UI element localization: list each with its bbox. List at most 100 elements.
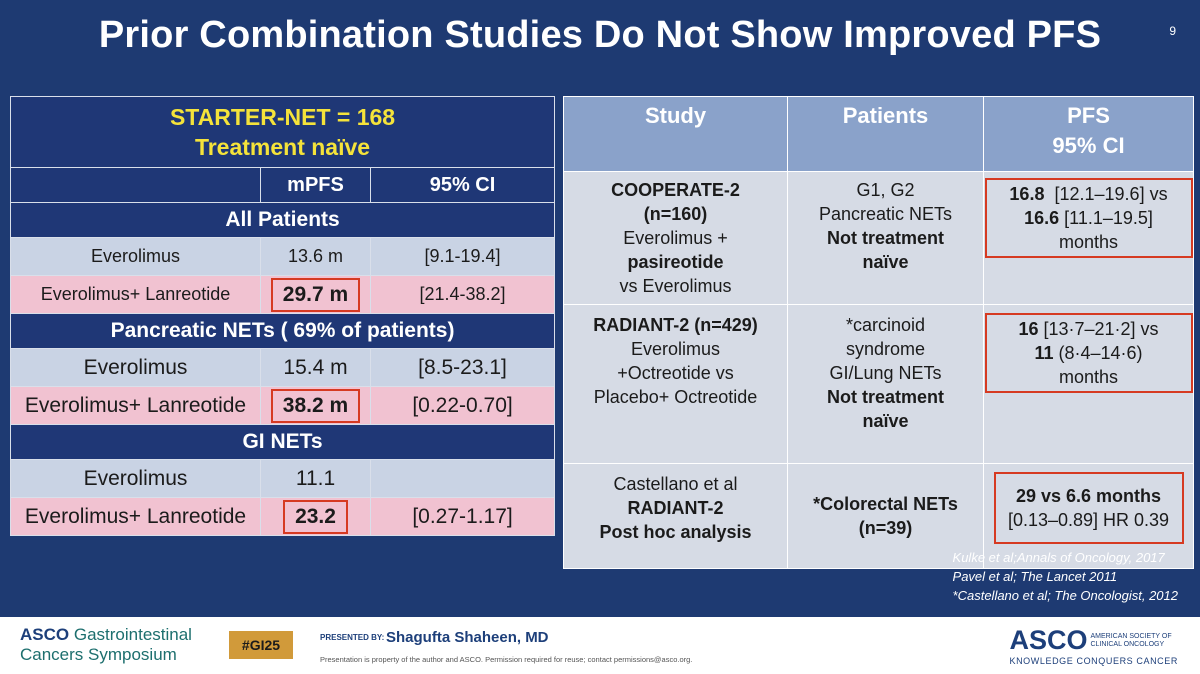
reference-item: Pavel et al; The Lancet 2011 [952, 569, 1118, 584]
starter-net-header-line1: STARTER-NET = 168 [169, 104, 396, 130]
patients-line: naïve [862, 411, 909, 431]
treatment-cell: Everolimus+ Lanreotide [10, 386, 261, 425]
society-line1: AMERICAN SOCIETY OF [1090, 632, 1172, 640]
asco-wordmark: ASCO [20, 625, 70, 644]
patients-line: syndrome [845, 339, 926, 359]
reference-item: Kulke et al;Annals of Oncology, 2017 [952, 550, 1165, 565]
slide-title: Prior Combination Studies Do Not Show Im… [98, 14, 1102, 56]
patients-line: G1, G2 [856, 180, 915, 200]
ci-cell [369, 459, 556, 498]
section-title-all-patients: All Patients [9, 202, 556, 238]
study-line: RADIANT-2 [627, 498, 724, 518]
highlight-box: 16 [13·7–21·2] vs 11 (8·4–14·6) months [984, 313, 1193, 393]
highlight-box: 29.7 m [270, 277, 361, 312]
society-name: AMERICAN SOCIETY OF CLINICAL ONCOLOGY [1090, 633, 1171, 649]
study-cell: RADIANT-2 (n=429) Everolimus +Octreotide… [563, 304, 788, 464]
presented-by-label: PRESENTED BY: [320, 633, 385, 642]
pfs-unit: months [1058, 232, 1119, 252]
asco-logo-text: ASCO [1009, 625, 1088, 655]
ci-cell: [8.5-23.1] [369, 348, 556, 387]
column-header-study: Study [563, 96, 788, 172]
pfs-value: 16.8 [1009, 184, 1045, 204]
highlight-box: 38.2 m [270, 388, 361, 423]
patients-line: *Colorectal NETs [813, 494, 958, 514]
pfs-cell: 16.8 [12.1–19.6] vs 16.6 [11.1–19.5] mon… [983, 171, 1194, 305]
mpfs-cell: 13.6 m [260, 237, 371, 276]
section-title-gi-nets: GI NETs [9, 424, 556, 460]
starter-net-table: STARTER-NET = 168 Treatment naïve mPFS 9… [9, 96, 556, 536]
pfs-line: 29 vs 6.6 months [1015, 486, 1162, 506]
patients-line: (n=39) [858, 518, 913, 538]
pfs-header-line2: 95% CI [1052, 133, 1125, 158]
hashtag-badge: #GI25 [229, 631, 293, 659]
prior-studies-table: Study Patients PFS 95% CI COOPERATE-2 (n… [563, 96, 1194, 569]
study-line: +Octreotide vs [617, 363, 734, 383]
treatment-cell: Everolimus [10, 237, 261, 276]
study-line: Post hoc analysis [599, 522, 752, 542]
patients-line: Pancreatic NETs [818, 204, 953, 224]
pfs-line: [0.13–0.89] HR 0.39 [1007, 510, 1170, 530]
mpfs-cell: 15.4 m [260, 348, 371, 387]
copyright-note: Presentation is property of the author a… [320, 655, 693, 664]
patients-line: naïve [862, 252, 909, 272]
symposium-logo: ASCO Gastrointestinal Cancers Symposium [20, 625, 192, 665]
starter-net-header-line2: Treatment naïve [194, 134, 371, 160]
mpfs-cell-highlighted: 29.7 m [260, 275, 371, 314]
pfs-ci: [13·7–21·2] vs [1043, 319, 1159, 339]
study-line: COOPERATE-2 [611, 180, 740, 200]
starter-net-header: STARTER-NET = 168 Treatment naïve [9, 96, 556, 168]
asco-logo: ASCO AMERICAN SOCIETY OF CLINICAL ONCOLOGY… [1009, 625, 1178, 666]
highlight-box: 29 vs 6.6 months [0.13–0.89] HR 0.39 [993, 472, 1184, 544]
pfs-ci: [11.1–19.5] [1064, 208, 1153, 228]
brand-line1: Gastrointestinal [69, 625, 192, 644]
study-line: (n=160) [643, 204, 708, 224]
pfs-header-line1: PFS [1067, 103, 1110, 128]
presenter-name: Shagufta Shaheen, MD [386, 629, 549, 646]
pfs-value: 11 [1034, 343, 1054, 363]
pfs-cell: 16 [13·7–21·2] vs 11 (8·4–14·6) months [983, 304, 1194, 464]
pfs-ci: [12.1–19.6] vs [1054, 184, 1168, 204]
study-cell: Castellano et al RADIANT-2 Post hoc anal… [563, 463, 788, 569]
footer: ASCO Gastrointestinal Cancers Symposium … [0, 617, 1200, 674]
slide: Prior Combination Studies Do Not Show Im… [0, 0, 1200, 617]
patients-cell: *Colorectal NETs (n=39) [787, 463, 984, 569]
study-line: Everolimus [630, 339, 721, 359]
references: Kulke et al;Annals of Oncology, 2017 Pav… [953, 548, 1178, 605]
patients-cell: G1, G2 Pancreatic NETs Not treatment naï… [787, 171, 984, 305]
ci-cell: [0.22-0.70] [369, 386, 556, 425]
study-line: RADIANT-2 (n=429) [593, 315, 758, 335]
study-line: Castellano et al [613, 474, 738, 494]
brand-line2: Cancers Symposium [20, 645, 177, 664]
ci-cell: [9.1-19.4] [369, 237, 556, 276]
slide-number: 9 [1169, 24, 1176, 38]
section-title-pancreatic-nets: Pancreatic NETs ( 69% of patients) [9, 313, 556, 349]
mpfs-cell: 11.1 [260, 459, 371, 498]
treatment-cell: Everolimus [10, 459, 261, 498]
study-line: pasireotide [627, 252, 724, 272]
column-header-mpfs: mPFS [260, 167, 371, 203]
highlight-box: 16.8 [12.1–19.6] vs 16.6 [11.1–19.5] mon… [984, 178, 1193, 258]
patients-line: Not treatment [826, 228, 944, 248]
society-line2: CLINICAL ONCOLOGY [1090, 640, 1165, 648]
patients-line: *carcinoid [845, 315, 926, 335]
study-line: Everolimus + [623, 228, 728, 248]
pfs-ci: (8·4–14·6) [1058, 343, 1143, 363]
column-header-ci: 95% CI [369, 167, 556, 203]
study-line: vs Everolimus [619, 276, 732, 296]
treatment-cell: Everolimus+ Lanreotide [10, 275, 261, 314]
treatment-cell: Everolimus [10, 348, 261, 387]
ci-cell: [0.27-1.17] [369, 497, 556, 536]
column-header-patients: Patients [787, 96, 984, 172]
study-cell: COOPERATE-2 (n=160) Everolimus + pasireo… [563, 171, 788, 305]
reference-item: *Castellano et al; The Oncologist, 2012 [952, 588, 1178, 603]
patients-line: GI/Lung NETs [829, 363, 942, 383]
pfs-value: 16.6 [1024, 208, 1060, 228]
asco-tagline: KNOWLEDGE CONQUERS CANCER [1009, 656, 1178, 666]
treatment-cell: Everolimus+ Lanreotide [10, 497, 261, 536]
column-header-pfs: PFS 95% CI [983, 96, 1194, 172]
patients-cell: *carcinoid syndrome GI/Lung NETs Not tre… [787, 304, 984, 464]
study-line: Placebo+ Octreotide [593, 387, 758, 407]
pfs-unit: months [1058, 367, 1119, 387]
patients-line: Not treatment [826, 387, 944, 407]
column-header-blank [10, 167, 261, 203]
